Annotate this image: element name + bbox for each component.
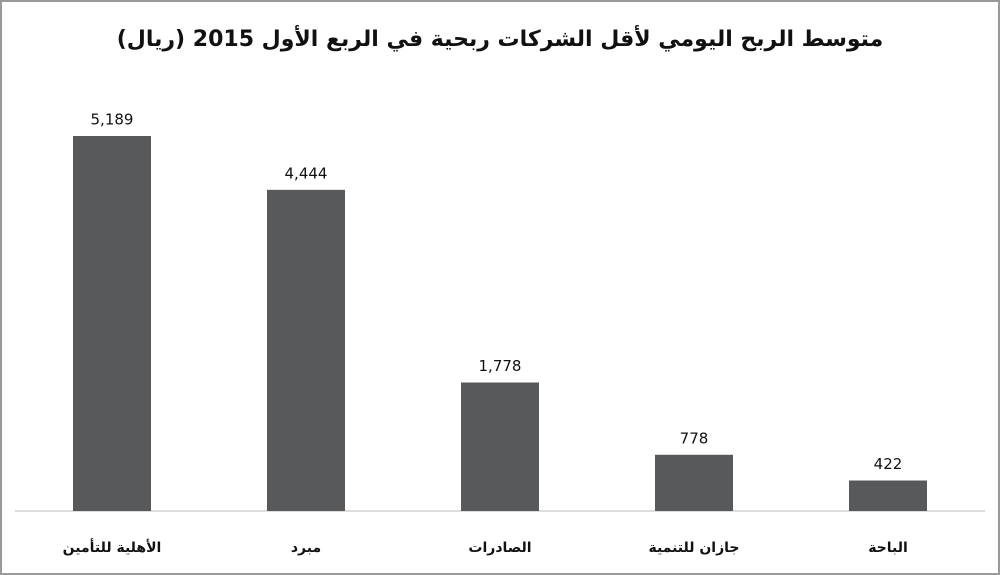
bar — [267, 189, 345, 512]
bar — [655, 454, 733, 511]
x-tick-label: الأهلية للتأمين — [63, 538, 162, 556]
chart-title: متوسط الربح اليومي لأقل الشركات ربحية في… — [117, 24, 884, 52]
bar — [73, 136, 151, 511]
bar — [461, 382, 539, 511]
value-label: 422 — [874, 455, 903, 473]
x-tick-label: الصادرات — [468, 540, 531, 556]
value-label: 4,444 — [285, 164, 328, 182]
x-tick-label: جازان للتنمية — [648, 540, 739, 556]
value-label: 1,778 — [479, 357, 522, 375]
value-label: 5,189 — [91, 111, 134, 129]
x-tick-label: الباحة — [868, 540, 908, 556]
bar — [849, 480, 927, 511]
value-label: 778 — [680, 429, 709, 447]
x-tick-label: مبرد — [291, 540, 321, 556]
